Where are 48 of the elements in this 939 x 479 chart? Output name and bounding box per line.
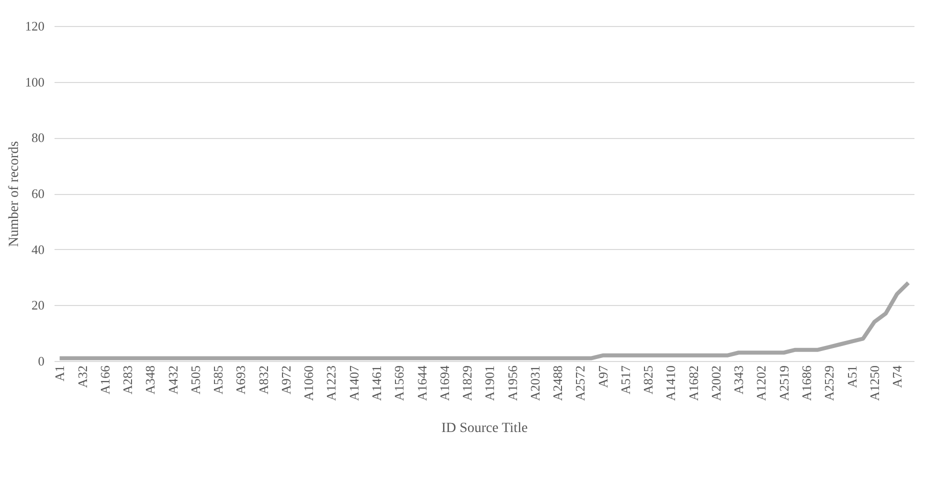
x-tick-label: A505 <box>188 366 203 394</box>
x-tick-label: A343 <box>731 366 746 394</box>
y-tick-label: 40 <box>32 242 44 257</box>
x-tick-label: A1250 <box>866 366 882 401</box>
x-tick-label: A283 <box>120 366 136 394</box>
x-tick-label: A1 <box>52 366 68 382</box>
x-tick-label: A585 <box>210 366 226 394</box>
x-tick-label: A1223 <box>324 366 339 401</box>
x-tick-label: A2572 <box>572 366 588 401</box>
x-tick-label: A832 <box>256 366 271 394</box>
x-tick-label: A1202 <box>754 366 769 401</box>
x-tick-label: A972 <box>278 366 294 394</box>
x-tick-label: A1686 <box>799 365 814 401</box>
x-tick-label: A1461 <box>369 366 384 401</box>
x-tick-label: A348 <box>142 366 158 394</box>
x-tick-label: A1956 <box>504 365 520 401</box>
y-tick-label: 80 <box>32 130 44 146</box>
y-tick-label: 20 <box>32 298 44 313</box>
x-tick-label: A693 <box>233 366 248 394</box>
x-tick-label: A1569 <box>392 366 407 401</box>
x-tick-label: A166 <box>97 365 112 394</box>
x-tick-label: A432 <box>165 366 180 394</box>
x-tick-label: A2488 <box>550 366 566 401</box>
y-tick-label: 60 <box>32 186 44 201</box>
x-tick-label: A1694 <box>436 365 452 401</box>
x-tick-label: A32 <box>74 366 90 388</box>
y-tick-label: 120 <box>25 18 44 34</box>
x-tick-label: A2519 <box>776 366 792 401</box>
y-tick-label: 100 <box>25 74 44 90</box>
x-axis-title: ID Source Title <box>441 420 528 436</box>
x-tick-label: A1410 <box>663 366 678 401</box>
x-tick-label: A2529 <box>822 366 837 401</box>
y-axis-title: Number of records <box>7 141 22 247</box>
x-tick-label: A517 <box>618 365 633 394</box>
y-tick-label: 0 <box>38 354 44 368</box>
x-tick-label: A97 <box>595 365 610 388</box>
x-tick-label: A1407 <box>346 365 362 401</box>
x-tick-label: A2002 <box>708 366 724 401</box>
x-tick-label: A1060 <box>301 366 316 401</box>
x-tick-label: A1644 <box>414 365 430 401</box>
x-tick-label: A74 <box>890 365 905 388</box>
x-tick-label: A51 <box>844 366 860 388</box>
x-tick-label: A1682 <box>686 366 701 401</box>
x-tick-label: A2031 <box>527 366 542 401</box>
line-series <box>58 280 910 360</box>
x-tick-label: A1901 <box>482 366 498 401</box>
x-tick-label: A825 <box>640 366 656 394</box>
x-tick-label: A1829 <box>460 366 475 401</box>
